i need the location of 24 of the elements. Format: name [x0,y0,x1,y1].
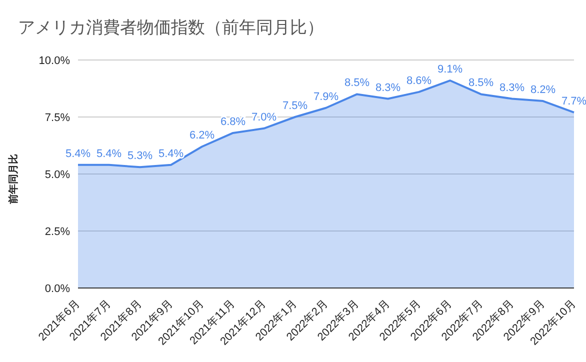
chart-title: アメリカ消費者物価指数（前年同月比） [18,17,324,39]
y-tick-label: 2.5% [44,226,70,238]
data-label: 9.1% [437,64,463,76]
data-label: 8.2% [530,84,556,96]
data-label: 5.4% [158,148,184,160]
data-label: 7.5% [282,100,308,112]
data-label: 5.4% [65,148,91,160]
data-label: 8.5% [344,77,370,90]
data-label: 8.6% [406,74,432,87]
data-label: 7.0% [251,111,277,124]
data-label: 5.3% [127,150,153,162]
y-tick-label: 0.0% [44,282,70,295]
y-tick-label: 7.5% [44,112,70,124]
y-tick-label: 10.0% [38,54,70,67]
y-axis-title: 前年同月比 [8,154,20,205]
data-label: 6.8% [220,116,246,128]
data-label: 8.3% [375,82,401,94]
data-label: 8.3% [499,82,525,94]
data-label: 6.2% [189,130,215,142]
y-tick-label: 5.0% [44,168,70,181]
data-label: 7.9% [313,90,339,103]
data-label: 8.5% [468,77,494,90]
data-label: 7.7% [561,95,586,108]
data-label: 5.4% [96,148,122,160]
